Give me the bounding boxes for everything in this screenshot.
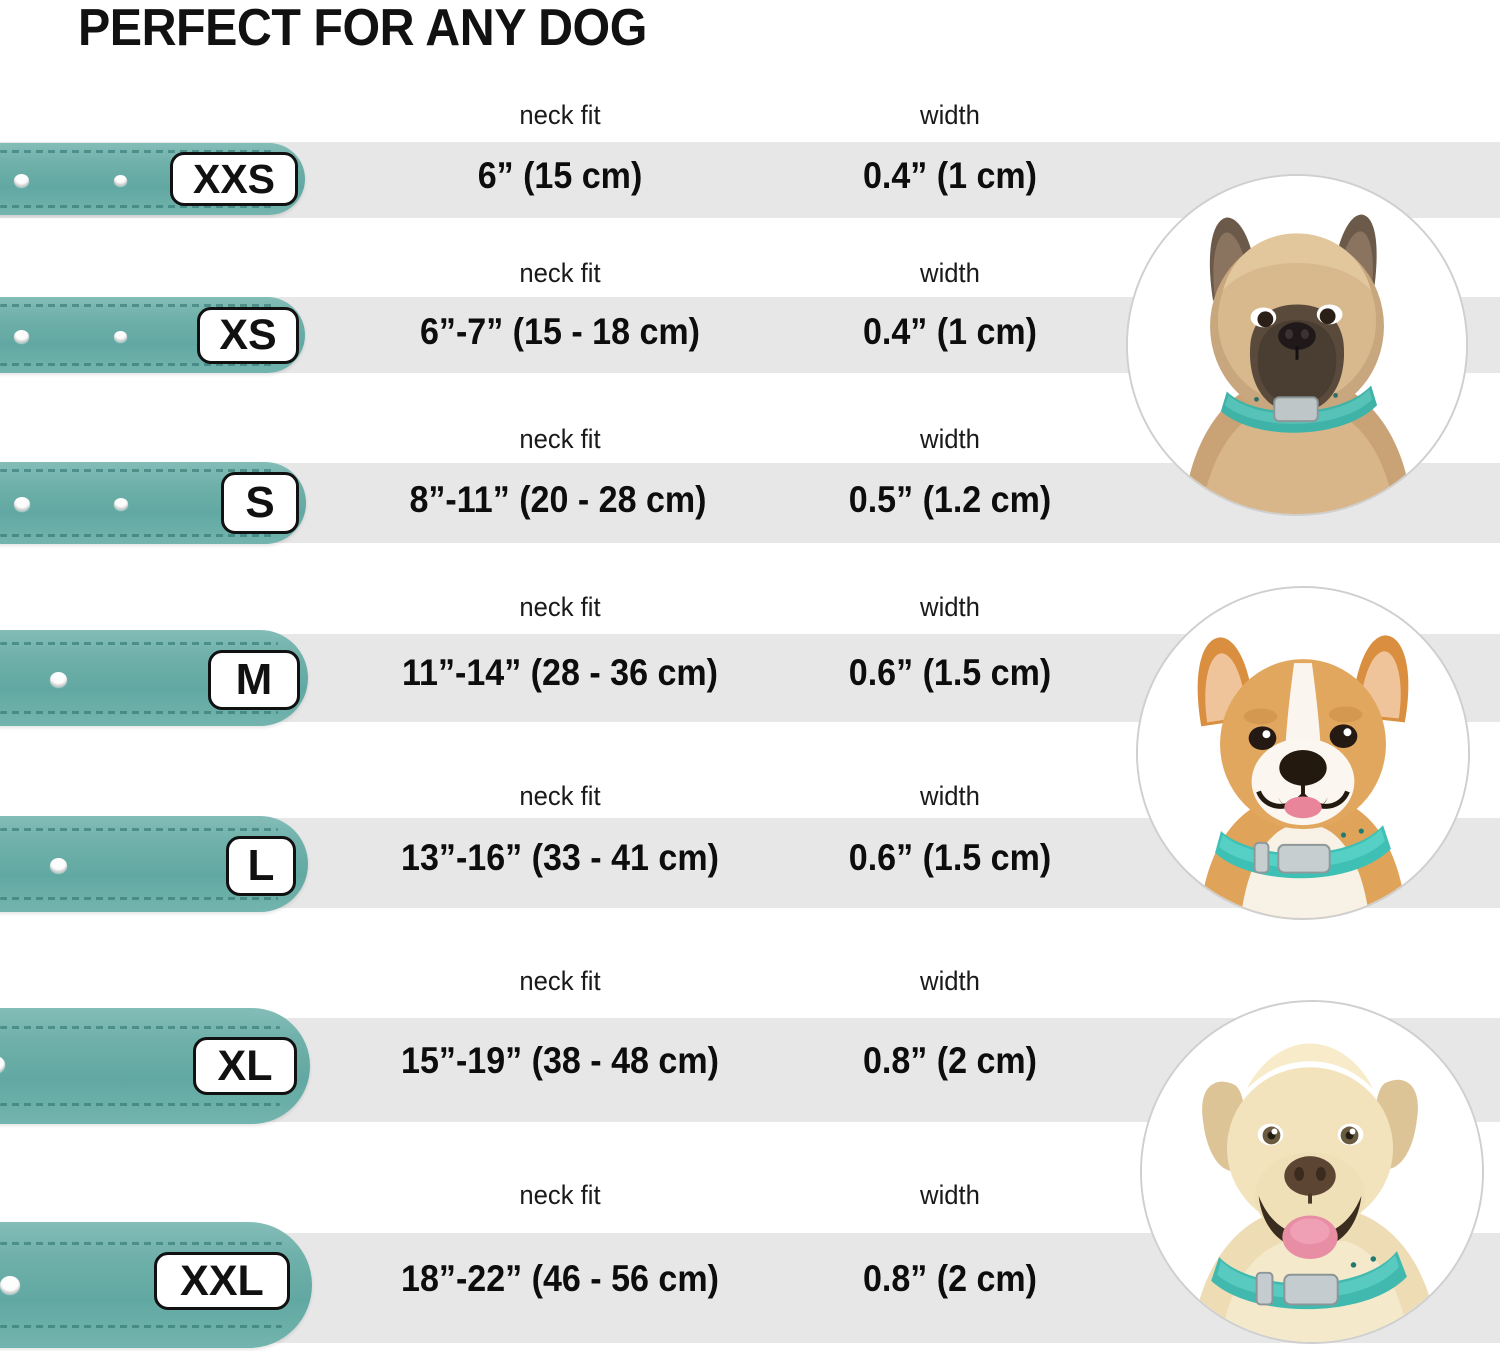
column-header-width: width — [920, 592, 980, 622]
column-header-width: width — [920, 966, 980, 996]
size-badge-label: XXL — [180, 1256, 264, 1305]
stitch-line — [0, 304, 275, 307]
size-badge-label: M — [235, 655, 273, 704]
size-badge-label: XL — [217, 1041, 273, 1090]
column-header-neck-fit: neck fit — [519, 966, 601, 996]
neck-fit-value: 11”-14” (28 - 36 cm) — [402, 652, 718, 693]
stitch-line — [0, 205, 275, 208]
width-value: 0.4” (1 cm) — [862, 311, 1038, 352]
size-badge-xxs: XXS — [170, 152, 298, 206]
collar-hole — [50, 858, 67, 873]
column-header-width: width — [920, 258, 980, 288]
stitch-line — [0, 534, 276, 537]
column-header-width: width — [920, 781, 980, 811]
width-value: 0.8” (2 cm) — [862, 1258, 1038, 1299]
column-header-neck-fit: neck fit — [519, 1180, 601, 1210]
stitch-line — [0, 363, 275, 366]
size-badge-label: XS — [219, 311, 277, 359]
yellow-labrador-photo — [1140, 1000, 1484, 1344]
width-value: 0.4” (1 cm) — [862, 155, 1038, 196]
neck-fit-value: 18”-22” (46 - 56 cm) — [401, 1258, 719, 1299]
column-header-width: width — [920, 100, 980, 130]
collar-hole — [50, 672, 67, 687]
stitch-line — [0, 1103, 280, 1106]
width-value: 0.6” (1.5 cm) — [848, 837, 1052, 878]
stitch-line — [0, 711, 278, 714]
neck-fit-value: 6”-7” (15 - 18 cm) — [419, 311, 700, 352]
collar-hole — [14, 497, 30, 511]
width-value: 0.6” (1.5 cm) — [848, 652, 1052, 693]
size-badge-s: S — [221, 472, 299, 534]
collar-hole — [0, 1276, 20, 1294]
size-badge-xxl: XXL — [154, 1252, 290, 1310]
collar-hole — [0, 1056, 5, 1073]
size-badge-label: XXS — [192, 155, 276, 202]
collar-hole — [14, 174, 29, 187]
size-badge-label: L — [247, 841, 275, 890]
stitch-line — [0, 642, 278, 645]
column-header-neck-fit: neck fit — [519, 592, 601, 622]
cairn-terrier-photo — [1126, 174, 1468, 516]
column-header-neck-fit: neck fit — [519, 424, 601, 454]
stitch-line — [0, 1026, 280, 1029]
stitch-line — [0, 1242, 282, 1245]
column-header-neck-fit: neck fit — [519, 781, 601, 811]
stitch-line — [0, 828, 278, 831]
collar-hole — [114, 331, 127, 342]
column-header-width: width — [920, 424, 980, 454]
size-badge-xs: XS — [197, 307, 299, 364]
neck-fit-value: 8”-11” (20 - 28 cm) — [409, 479, 707, 520]
column-header-width: width — [920, 1180, 980, 1210]
width-value: 0.5” (1.2 cm) — [848, 479, 1052, 520]
stitch-line — [0, 1325, 282, 1328]
neck-fit-value: 15”-19” (38 - 48 cm) — [401, 1040, 719, 1081]
collar-hole — [114, 498, 128, 510]
neck-fit-value: 6” (15 cm) — [477, 155, 643, 196]
size-badge-m: M — [208, 650, 300, 710]
size-badge-l: L — [226, 836, 296, 896]
column-header-neck-fit: neck fit — [519, 258, 601, 288]
collar-hole — [114, 175, 127, 186]
size-badge-xl: XL — [193, 1037, 297, 1095]
width-value: 0.8” (2 cm) — [862, 1040, 1038, 1081]
stitch-line — [0, 469, 276, 472]
collar-strap-m — [0, 630, 308, 726]
column-header-neck-fit: neck fit — [519, 100, 601, 130]
size-badge-label: S — [245, 478, 275, 527]
collar-hole — [14, 330, 29, 343]
page-title: PERFECT FOR ANY DOG — [78, 0, 647, 57]
stitch-line — [0, 897, 278, 900]
stitch-line — [0, 150, 275, 153]
corgi-photo — [1136, 586, 1470, 920]
neck-fit-value: 13”-16” (33 - 41 cm) — [401, 837, 719, 878]
